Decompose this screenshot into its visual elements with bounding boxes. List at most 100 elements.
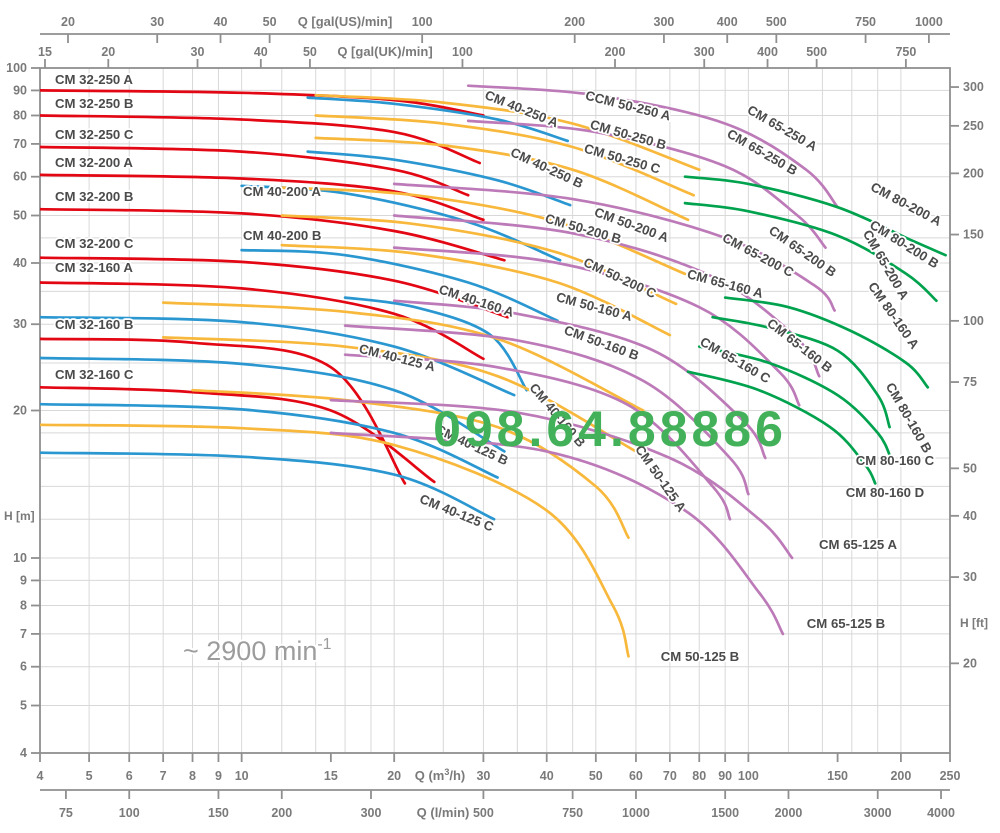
curve-cm-50-250-b: [314, 114, 696, 197]
tick-label-lmin: 2000: [775, 806, 803, 820]
tick-label-h-m: 30: [13, 317, 27, 331]
tick-label-gal-uk: 30: [191, 45, 205, 59]
tick-label-h-m: 50: [13, 209, 27, 223]
tick-label-h-m: 80: [13, 108, 27, 122]
curve-cm-40-125-c: [40, 451, 496, 521]
tick-label-m3h: 80: [692, 769, 706, 783]
curve-cm-80-200-a: [683, 175, 947, 257]
curve-label-cm-80-160-c: CM 80-160 C: [856, 453, 935, 468]
tick-label-lmin: 500: [473, 806, 494, 820]
tick-label-gal-uk: 750: [895, 45, 916, 59]
tick-label-h-m: 20: [13, 404, 27, 418]
tick-label-gal-uk: 20: [101, 45, 115, 59]
tick-label-gal-us: 1000: [915, 15, 943, 29]
curve-cm-65-160-b: [343, 324, 750, 496]
curve-label-cm-32-200-b: CM 32-200 B: [55, 189, 133, 204]
curve-cm-50-200-a: [280, 186, 687, 276]
tick-label-gal-us: 750: [855, 15, 876, 29]
tick-label-m3h: 150: [827, 769, 848, 783]
axis-title-h-m: H [m]: [4, 509, 35, 523]
curve-cm-40-160-b: [40, 315, 516, 397]
tick-label-lmin: 1000: [622, 806, 650, 820]
curve-cm-50-200-c: [280, 243, 672, 337]
tick-label-m3h: 70: [663, 769, 677, 783]
tick-label-m3h: 4: [37, 769, 44, 783]
axis-title-m3h: Q (m3/h): [415, 767, 466, 783]
curve-label-cm-65-125-b: CM 65-125 B: [807, 616, 885, 631]
tick-label-lmin: 3000: [864, 806, 892, 820]
curve-cm-80-160-c: [697, 345, 893, 460]
tick-label-gal-uk: 50: [303, 45, 317, 59]
tick-label-h-ft: 250: [963, 119, 984, 133]
tick-label-m3h: 60: [629, 769, 643, 783]
axes: [31, 33, 959, 799]
curve-cm-65-125-a: [329, 398, 794, 560]
tick-label-lmin: 4000: [927, 806, 955, 820]
tick-label-m3h: 10: [235, 769, 249, 783]
tick-label-gal-us: 100: [412, 15, 433, 29]
tick-label-h-m: 40: [13, 256, 27, 270]
curve-cm-65-200-b: [392, 214, 821, 378]
tick-label-gal-us: 200: [564, 15, 585, 29]
tick-label-h-m: 70: [13, 137, 27, 151]
tick-label-m3h: 200: [890, 769, 911, 783]
tick-label-m3h: 50: [589, 769, 603, 783]
tick-label-h-ft: 150: [963, 228, 984, 242]
curve-cm-65-200-c: [392, 246, 801, 407]
tick-label-h-m: 5: [20, 699, 27, 713]
tick-label-h-ft: 75: [963, 375, 977, 389]
tick-label-m3h: 7: [160, 769, 167, 783]
pump-curves: [40, 84, 947, 658]
curve-label-cm-65-125-a: CM 65-125 A: [819, 537, 897, 552]
axis-title-gal-us: Q [gal(US)/min]: [298, 14, 393, 29]
tick-label-m3h: 15: [324, 769, 338, 783]
axis-title-gal-uk: Q [gal(UK)/min]: [337, 44, 432, 59]
tick-label-m3h: 30: [476, 769, 490, 783]
curve-label-cm-32-160-c: CM 32-160 C: [55, 367, 134, 382]
axis-title-h-ft: H [ft]: [960, 616, 988, 630]
tick-label-h-m: 9: [20, 573, 27, 587]
tick-label-gal-us: 300: [654, 15, 675, 29]
tick-label-m3h: 20: [387, 769, 401, 783]
tick-label-m3h: 6: [126, 769, 133, 783]
curve-cm-65-160-a: [392, 299, 767, 460]
tick-label-h-m: 10: [13, 551, 27, 565]
curve-cm-32-200-b: [40, 207, 506, 262]
tick-label-m3h: 8: [189, 769, 196, 783]
curve-cm-40-125-a: [40, 356, 506, 453]
tick-label-gal-uk: 200: [605, 45, 626, 59]
curve-label-cm-32-160-a: CM 32-160 A: [55, 260, 133, 275]
tick-label-gal-uk: 40: [254, 45, 268, 59]
speed-annotation: ~ 2900 min-1: [183, 636, 332, 666]
curve-cm-40-125-b: [40, 402, 499, 479]
curve-cm-65-200-a: [392, 182, 836, 312]
tick-label-lmin: 300: [361, 806, 382, 820]
curve-cm-50-250-c: [314, 136, 690, 222]
curve-label-cm-32-200-a: CM 32-200 A: [55, 155, 133, 170]
tick-label-lmin: 100: [119, 806, 140, 820]
tick-label-gal-uk: 400: [757, 45, 778, 59]
curve-cm-50-160-b: [161, 336, 638, 453]
curve-cm-32-250-c: [40, 145, 470, 197]
tick-label-h-ft: 30: [963, 570, 977, 584]
tick-label-gal-uk: 15: [38, 45, 52, 59]
tick-label-h-m: 6: [20, 660, 27, 674]
tick-label-h-m: 100: [6, 61, 27, 75]
tick-label-h-ft: 20: [963, 656, 977, 670]
watermark-text: 098.64.88886: [433, 401, 787, 457]
curve-cm-65-160-c: [343, 353, 732, 521]
curve-label-cm-80-160-d: CM 80-160 D: [846, 485, 924, 500]
curve-cm-65-125-b: [329, 431, 785, 636]
curve-cm-50-160-a: [161, 301, 645, 412]
tick-label-h-ft: 50: [963, 461, 977, 475]
curve-cm-40-200-b: [240, 248, 559, 323]
tick-label-lmin: 150: [208, 806, 229, 820]
tick-label-m3h: 250: [940, 769, 961, 783]
curve-label-cm-40-200-b: CM 40-200 B: [243, 228, 321, 243]
curve-label-cm-32-200-c: CM 32-200 C: [55, 236, 134, 251]
tick-label-gal-us: 50: [263, 15, 277, 29]
tick-label-m3h: 100: [738, 769, 759, 783]
curve-cm-40-250-b: [306, 150, 572, 207]
